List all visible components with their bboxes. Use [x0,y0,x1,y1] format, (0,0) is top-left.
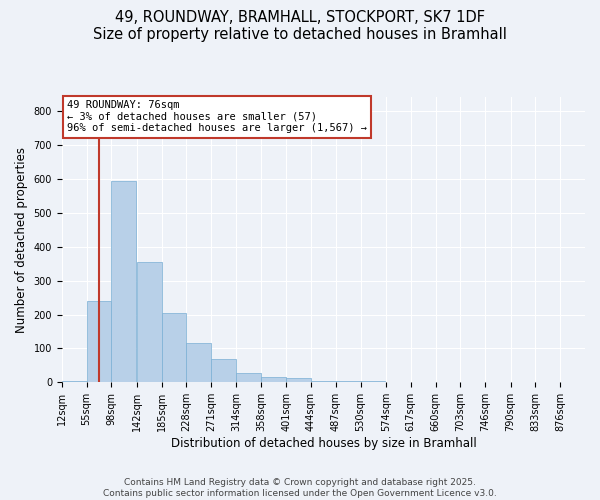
Bar [361,380,385,382]
X-axis label: Distribution of detached houses by size in Bramhall: Distribution of detached houses by size … [170,437,476,450]
Bar [161,313,187,382]
Bar [211,358,236,382]
Bar [311,380,336,382]
Bar [112,180,136,382]
Bar [62,380,86,382]
Bar [286,378,311,382]
Bar [137,262,161,382]
Bar [86,301,112,382]
Bar [236,373,261,382]
Y-axis label: Number of detached properties: Number of detached properties [15,147,28,333]
Text: 49 ROUNDWAY: 76sqm
← 3% of detached houses are smaller (57)
96% of semi-detached: 49 ROUNDWAY: 76sqm ← 3% of detached hous… [67,100,367,134]
Text: Contains HM Land Registry data © Crown copyright and database right 2025.
Contai: Contains HM Land Registry data © Crown c… [103,478,497,498]
Bar [187,344,211,382]
Bar [262,376,286,382]
Text: 49, ROUNDWAY, BRAMHALL, STOCKPORT, SK7 1DF
Size of property relative to detached: 49, ROUNDWAY, BRAMHALL, STOCKPORT, SK7 1… [93,10,507,42]
